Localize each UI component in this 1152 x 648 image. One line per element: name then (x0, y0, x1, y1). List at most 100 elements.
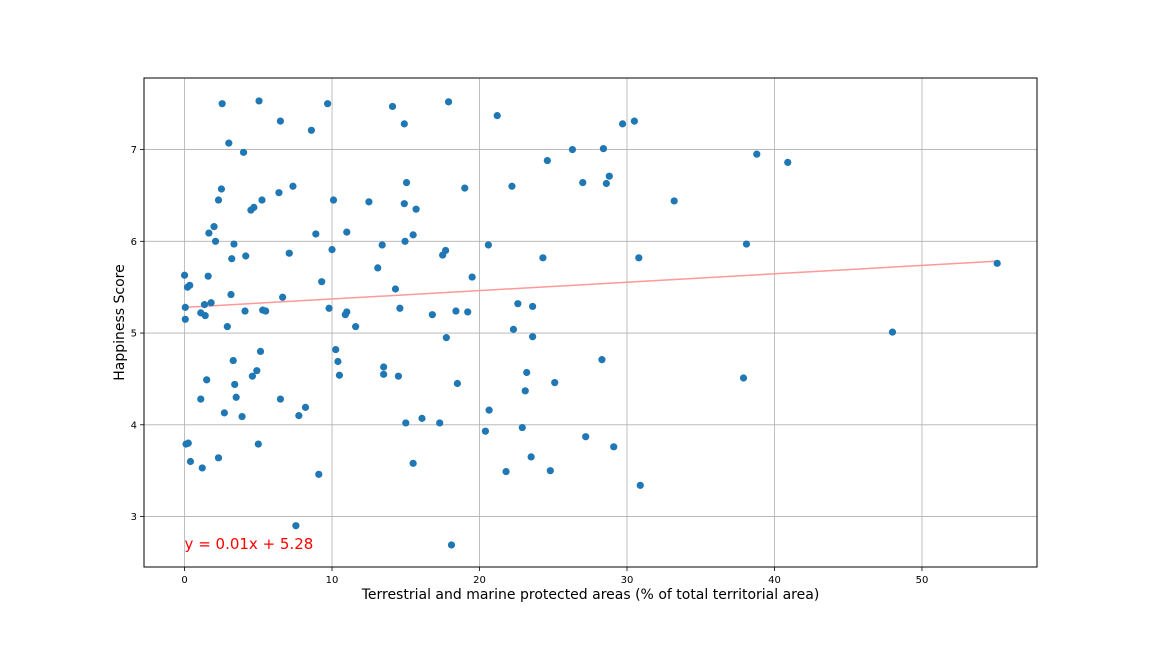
data-point (254, 440, 262, 448)
data-points (180, 97, 1001, 549)
data-point (529, 302, 537, 311)
data-point (201, 312, 209, 320)
data-point (388, 102, 397, 111)
data-point (289, 182, 297, 190)
y-tick-label: 6 (131, 237, 137, 248)
data-point (605, 172, 613, 180)
data-point (508, 182, 516, 190)
data-point (352, 323, 360, 331)
data-point (409, 459, 417, 467)
data-point (241, 307, 249, 315)
data-point (203, 376, 211, 384)
data-point (484, 241, 492, 249)
data-point (402, 178, 411, 187)
data-point (396, 304, 404, 312)
data-point (325, 304, 333, 312)
data-point (214, 196, 223, 204)
y-tick-label: 5 (131, 329, 137, 340)
data-point (184, 439, 192, 447)
data-point (253, 367, 261, 375)
data-point (200, 301, 209, 309)
data-point (301, 403, 310, 411)
data-point (493, 112, 501, 120)
trendline-layer (184, 260, 996, 309)
y-tick-label: 7 (131, 145, 137, 156)
data-point (543, 156, 551, 165)
data-point (328, 245, 336, 254)
data-point (539, 254, 547, 262)
data-point (230, 240, 238, 248)
data-point (461, 184, 469, 192)
data-point (275, 189, 283, 197)
grid-lines (144, 78, 1037, 567)
data-point (464, 308, 472, 316)
data-point (210, 223, 218, 231)
data-point (514, 300, 522, 308)
data-point (400, 200, 408, 208)
data-point (186, 281, 194, 289)
data-point (276, 395, 285, 403)
data-point (452, 307, 460, 315)
data-point (579, 178, 587, 187)
data-point (418, 414, 426, 422)
data-point (223, 323, 231, 331)
data-point (739, 374, 748, 382)
data-point (630, 117, 638, 125)
data-point (993, 259, 1001, 267)
data-point (258, 196, 266, 204)
data-point (315, 470, 323, 478)
data-point (602, 179, 610, 188)
data-point (227, 290, 235, 299)
data-point (207, 299, 215, 307)
data-point (598, 356, 606, 364)
data-point (380, 363, 388, 371)
data-point (312, 230, 320, 238)
data-point (279, 293, 287, 301)
data-point (447, 541, 456, 549)
data-point (248, 372, 256, 380)
data-point (527, 453, 535, 461)
data-point (635, 254, 643, 262)
data-point (551, 378, 559, 387)
data-point (181, 315, 189, 323)
y-tick-label: 4 (131, 420, 137, 431)
data-point (250, 203, 258, 211)
data-point (518, 423, 526, 432)
data-point (181, 303, 189, 311)
data-point (324, 100, 332, 108)
data-point (197, 395, 205, 403)
regression-annotation: y = 0.01x + 5.28 (185, 535, 314, 553)
data-point (742, 240, 751, 248)
y-axis-label: Happiness Score (112, 264, 128, 381)
data-point (335, 371, 344, 379)
data-point (753, 150, 761, 158)
data-point (217, 185, 226, 193)
data-point (295, 412, 303, 420)
data-point (436, 419, 444, 427)
data-point (214, 454, 223, 462)
data-point (502, 467, 510, 476)
data-point (784, 158, 792, 167)
data-point (529, 333, 537, 341)
trendline (184, 260, 996, 309)
data-point (365, 198, 373, 206)
data-point (343, 308, 351, 316)
x-tick-label: 40 (768, 575, 781, 586)
data-point (618, 120, 627, 128)
data-point (394, 372, 403, 380)
data-point (401, 237, 409, 245)
data-point (374, 264, 382, 272)
data-point (380, 370, 388, 378)
data-point (307, 126, 315, 134)
data-point (610, 443, 618, 451)
data-point (256, 347, 265, 355)
data-point (329, 196, 338, 204)
data-point (186, 457, 195, 466)
data-point (468, 273, 476, 281)
y-tick-label: 3 (131, 512, 137, 523)
data-point (428, 311, 436, 319)
data-point (204, 272, 212, 280)
data-point (231, 380, 239, 389)
data-point (198, 464, 206, 472)
